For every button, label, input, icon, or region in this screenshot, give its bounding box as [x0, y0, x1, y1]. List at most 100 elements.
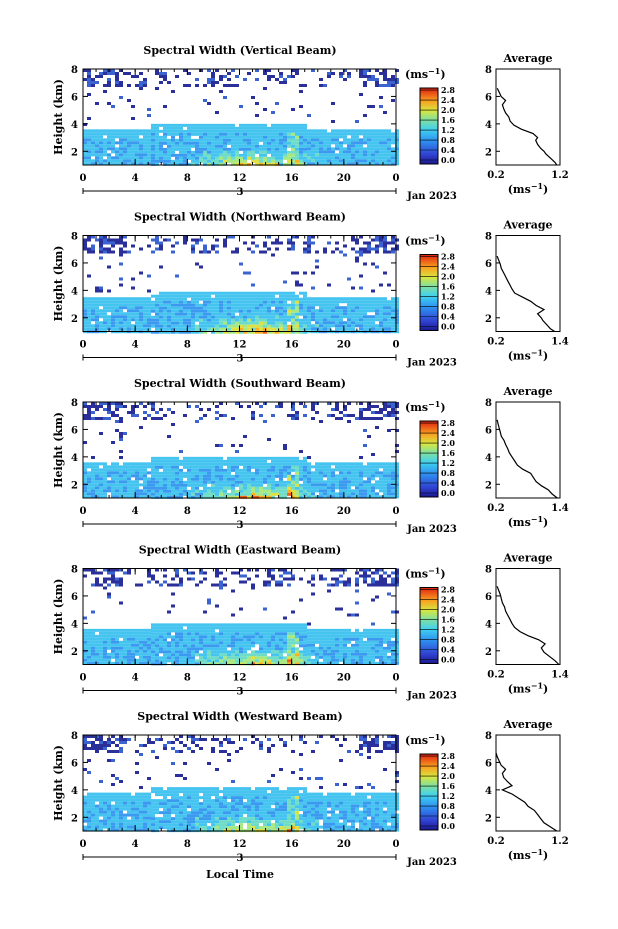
avg-x-tick-label: 1.2 — [551, 170, 568, 181]
y-tick-label: 2 — [71, 480, 78, 491]
x-tick-label: 0 — [80, 340, 87, 351]
colorbar-unit: (ms−1) — [405, 566, 446, 581]
y-axis-label: Height (km) — [52, 412, 65, 488]
colorbar-tick-label: 0.8 — [441, 468, 455, 478]
average-frame — [495, 68, 561, 166]
avg-y-tick-label: 4 — [485, 619, 492, 630]
colorbar-tick-label: 1.2 — [441, 625, 455, 635]
avg-y-tick-label: 4 — [485, 786, 492, 797]
x-tick-label: 20 — [337, 839, 351, 850]
colorbar-tick-label: 0.0 — [441, 655, 455, 665]
colorbar-tick-label: 2.8 — [441, 85, 455, 95]
x-tick-label: 0 — [393, 173, 400, 184]
x-tick-label: 16 — [285, 839, 299, 850]
avg-y-tick-label: 2 — [485, 147, 492, 158]
colorbar-tick-label: 2.4 — [441, 95, 455, 105]
avg-y-tick-label: 8 — [485, 731, 492, 742]
panel-title: Spectral Width (Vertical Beam) — [143, 44, 336, 57]
y-tick-label: 8 — [71, 398, 78, 409]
y-tick-label: 6 — [71, 92, 78, 103]
y-tick-label: 2 — [71, 813, 78, 824]
average-profile-line — [496, 255, 556, 333]
panel-title: Spectral Width (Eastward Beam) — [139, 544, 341, 557]
y-axis-label: Height (km) — [52, 579, 65, 655]
colorbar — [419, 587, 439, 664]
average-frame — [495, 568, 561, 665]
avg-x-tick-label: 0.2 — [487, 170, 504, 181]
avg-x-tick-label: 1.4 — [551, 503, 568, 514]
x-tick-label: 0 — [393, 340, 400, 351]
y-tick-label: 8 — [71, 565, 78, 576]
colorbar-tick-label: 1.6 — [441, 615, 455, 625]
x-axis-title: Local Time — [206, 868, 274, 881]
y-tick-label: 6 — [71, 592, 78, 603]
colorbar-unit: (ms−1) — [405, 233, 446, 248]
x-tick-label: 20 — [337, 506, 351, 517]
colorbar-tick-label: 0.8 — [441, 302, 455, 312]
average-profile-line — [496, 419, 558, 499]
colorbar-tick-label: 1.2 — [441, 125, 455, 135]
y-tick-label: 4 — [71, 453, 78, 464]
average-unit: (ms−1) — [508, 348, 549, 363]
colorbar-tick-label: 0.0 — [441, 821, 455, 831]
date-label: Jan 2023 — [406, 191, 457, 202]
colorbar-tick-label: 0.4 — [441, 645, 455, 655]
average-unit: (ms−1) — [508, 681, 549, 696]
colorbar-tick-label: 0.0 — [441, 155, 455, 165]
colorbar-tick-label: 2.4 — [441, 761, 455, 771]
average-frame — [495, 235, 561, 332]
avg-y-tick-label: 6 — [485, 259, 492, 270]
date-label: Jan 2023 — [406, 524, 457, 535]
y-tick-label: 8 — [71, 731, 78, 742]
x-tick-label: 0 — [80, 839, 87, 850]
day-label: 3 — [237, 354, 244, 365]
avg-y-tick-label: 2 — [485, 480, 492, 491]
beam-panel: Spectral Width (Eastward Beam) 2 4 6 8 Height… — [52, 544, 569, 702]
x-tick-label: 12 — [233, 839, 247, 850]
x-tick-label: 4 — [132, 340, 139, 351]
heatmap-cells — [83, 69, 399, 166]
x-tick-label: 8 — [184, 506, 191, 517]
colorbar-tick-label: 2.4 — [441, 595, 455, 605]
average-title: Average — [502, 718, 552, 731]
x-tick-label: 0 — [393, 673, 400, 684]
day-label: 3 — [237, 687, 244, 698]
x-tick-label: 16 — [285, 506, 299, 517]
avg-y-tick-label: 8 — [485, 65, 492, 76]
x-tick-label: 12 — [233, 506, 247, 517]
average-unit: (ms−1) — [508, 514, 549, 529]
colorbar-tick-label: 0.4 — [441, 312, 455, 322]
colorbar-tick-label: 1.6 — [441, 448, 455, 458]
panel-title: Spectral Width (Westward Beam) — [137, 710, 342, 723]
colorbar-tick-label: 1.2 — [441, 458, 455, 468]
panel-title: Spectral Width (Southward Beam) — [134, 377, 346, 390]
colorbar-tick-label: 2.0 — [441, 272, 455, 282]
average-title: Average — [502, 385, 552, 398]
y-tick-label: 4 — [71, 619, 78, 630]
colorbar-tick-label: 2.0 — [441, 605, 455, 615]
x-tick-label: 8 — [184, 173, 191, 184]
avg-x-tick-label: 0.2 — [487, 670, 504, 681]
x-tick-label: 12 — [233, 340, 247, 351]
x-tick-label: 20 — [337, 340, 351, 351]
avg-y-tick-label: 8 — [485, 232, 492, 243]
x-tick-label: 8 — [184, 673, 191, 684]
avg-x-tick-label: 1.4 — [551, 337, 568, 348]
x-tick-label: 12 — [233, 173, 247, 184]
heatmap-cells — [83, 568, 399, 666]
x-tick-label: 4 — [132, 673, 139, 684]
y-axis-label: Height (km) — [52, 79, 65, 155]
y-tick-label: 6 — [71, 259, 78, 270]
average-title: Average — [502, 52, 552, 65]
beam-panel: Spectral Width (Southward Beam) 2 4 6 8 Heigh… — [52, 377, 569, 535]
colorbar-tick-label: 1.6 — [441, 115, 455, 125]
avg-y-tick-label: 2 — [485, 314, 492, 325]
average-unit: (ms−1) — [508, 181, 549, 196]
avg-y-tick-label: 4 — [485, 120, 492, 131]
beam-panel: Spectral Width (Westward Beam) 2 4 6 8 Height… — [52, 710, 569, 868]
average-profile-line — [496, 87, 558, 166]
colorbar-tick-label: 0.4 — [441, 811, 455, 821]
colorbar-unit: (ms−1) — [405, 732, 446, 747]
beam-panel: Spectral Width (Northward Beam) 2 4 6 8 Heigh… — [52, 211, 569, 369]
